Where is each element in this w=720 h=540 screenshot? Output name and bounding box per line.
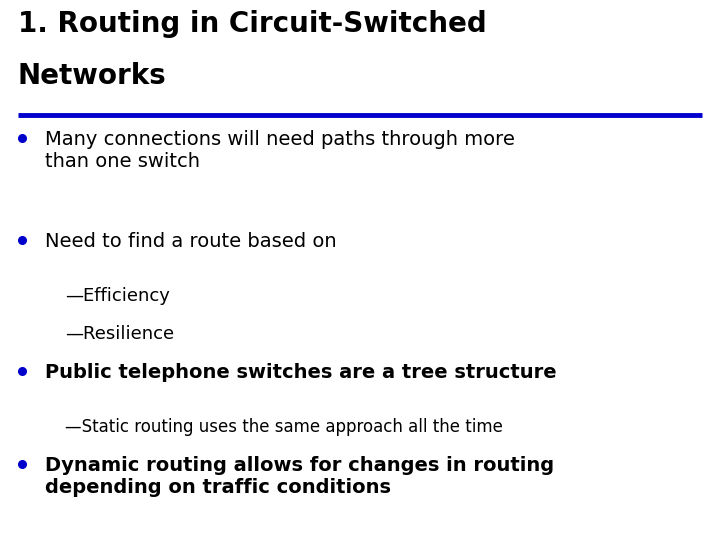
Text: —Static routing uses the same approach all the time: —Static routing uses the same approach a… [65,418,503,436]
Text: Many connections will need paths through more
than one switch: Many connections will need paths through… [45,130,515,171]
Text: Networks: Networks [18,62,167,90]
Text: —Resilience: —Resilience [65,325,174,343]
Text: —Efficiency: —Efficiency [65,287,170,305]
Text: 1. Routing in Circuit-Switched: 1. Routing in Circuit-Switched [18,10,487,38]
Text: Public telephone switches are a tree structure: Public telephone switches are a tree str… [45,363,557,382]
Text: Need to find a route based on: Need to find a route based on [45,232,337,251]
Text: Dynamic routing allows for changes in routing
depending on traffic conditions: Dynamic routing allows for changes in ro… [45,456,554,497]
